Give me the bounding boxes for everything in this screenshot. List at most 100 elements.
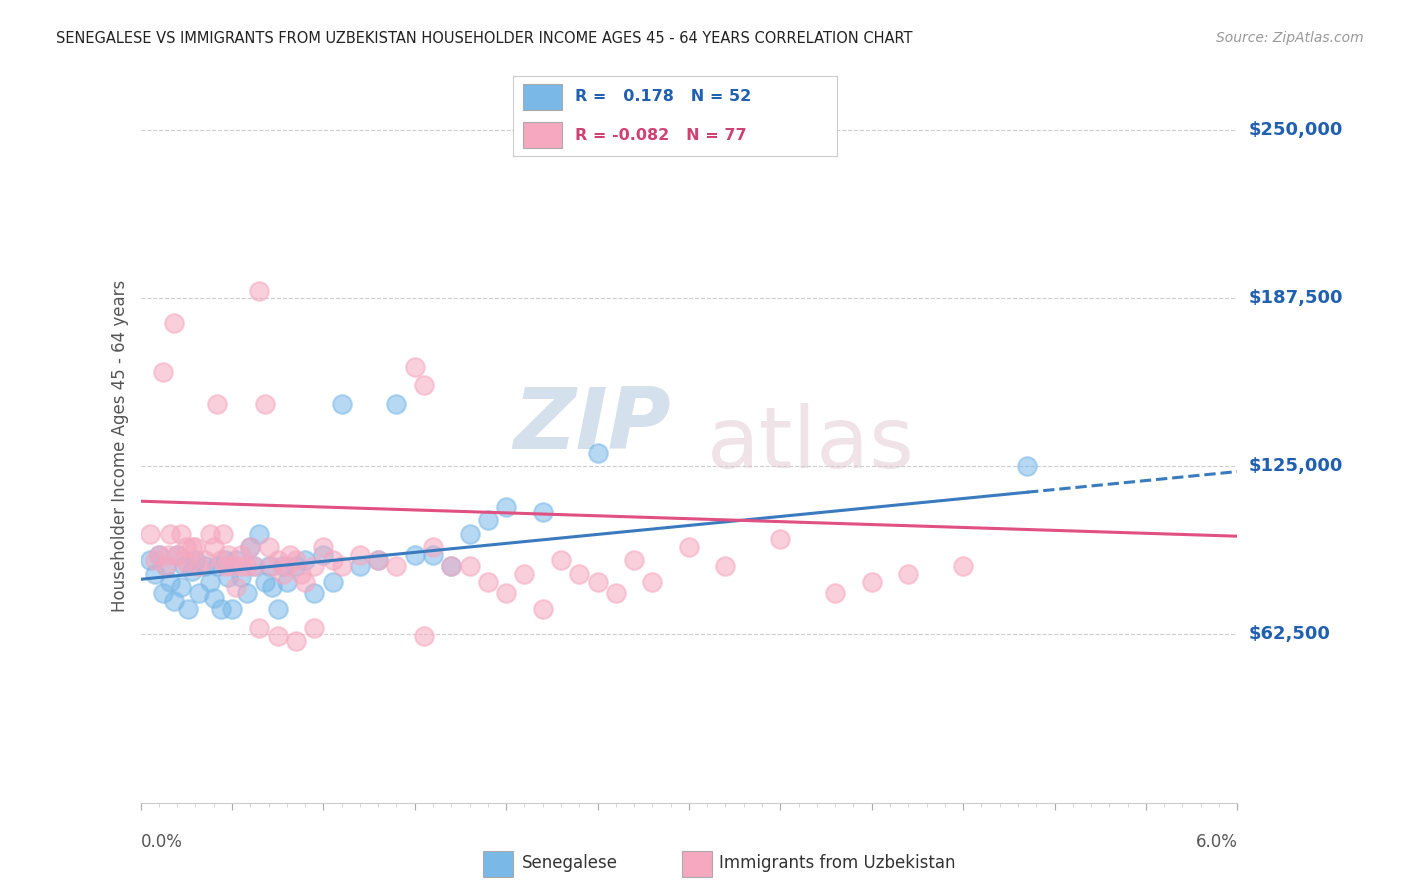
Point (477, 574, 499, 589)
Point (157, 548, 180, 562)
Point (170, 580, 193, 594)
Point (235, 586, 257, 600)
Point (143, 553, 166, 567)
Text: R =   0.178   N = 52: R = 0.178 N = 52 (575, 89, 751, 104)
Point (267, 602, 290, 616)
Point (180, 564, 202, 578)
Point (531, 602, 554, 616)
Point (180, 540, 202, 554)
Point (148, 548, 170, 562)
Point (209, 602, 232, 616)
FancyBboxPatch shape (523, 122, 561, 148)
Point (162, 594, 184, 608)
Point (267, 553, 290, 567)
Point (207, 397, 229, 411)
Y-axis label: Householder Income Ages 45 - 64 years: Householder Income Ages 45 - 64 years (111, 280, 129, 612)
Point (159, 526, 181, 541)
Point (257, 558, 280, 573)
Point (239, 540, 262, 554)
Point (170, 526, 193, 541)
Point (367, 553, 389, 567)
Point (174, 540, 197, 554)
Text: $250,000: $250,000 (1249, 120, 1343, 138)
Point (202, 540, 225, 554)
Point (330, 558, 353, 573)
Point (413, 629, 436, 643)
Point (184, 553, 207, 567)
Point (207, 558, 229, 573)
Point (349, 558, 371, 573)
Point (1015, 459, 1038, 474)
Point (952, 558, 974, 573)
Point (304, 586, 326, 600)
FancyBboxPatch shape (482, 851, 513, 877)
Point (897, 566, 920, 581)
Point (312, 548, 335, 562)
Point (217, 569, 239, 583)
Text: $125,000: $125,000 (1249, 458, 1343, 475)
Point (243, 558, 266, 573)
Point (243, 558, 266, 573)
Point (304, 621, 326, 635)
Text: 6.0%: 6.0% (1195, 833, 1237, 851)
Point (458, 526, 481, 541)
Point (162, 317, 184, 331)
Text: Senegalese: Senegalese (522, 854, 619, 872)
Point (231, 569, 253, 583)
Point (531, 505, 554, 519)
Point (678, 540, 700, 554)
Point (477, 513, 499, 527)
Point (495, 500, 517, 514)
Point (280, 548, 302, 562)
Point (385, 558, 408, 573)
Point (143, 566, 166, 581)
Point (413, 378, 436, 392)
Point (138, 526, 162, 541)
Text: 0.0%: 0.0% (141, 833, 183, 851)
Point (458, 558, 481, 573)
Point (824, 586, 846, 600)
Point (276, 574, 298, 589)
Point (294, 574, 316, 589)
Point (422, 540, 444, 554)
Point (225, 553, 247, 567)
Point (271, 566, 294, 581)
Point (202, 591, 225, 606)
Point (586, 574, 609, 589)
Text: ZIP: ZIP (513, 384, 671, 467)
Point (284, 558, 307, 573)
Point (152, 586, 174, 600)
FancyBboxPatch shape (682, 851, 713, 877)
Point (284, 634, 307, 648)
Point (138, 553, 162, 567)
Point (605, 586, 627, 600)
Point (231, 548, 253, 562)
Point (211, 526, 233, 541)
Point (586, 446, 609, 460)
Point (173, 558, 195, 573)
Point (217, 548, 239, 562)
Point (198, 574, 221, 589)
Point (198, 526, 221, 541)
Point (276, 558, 298, 573)
Point (349, 548, 371, 562)
Point (422, 548, 444, 562)
Point (155, 558, 177, 573)
Point (193, 558, 217, 573)
Point (568, 566, 591, 581)
Point (221, 558, 243, 573)
Point (239, 540, 262, 554)
Point (304, 558, 326, 573)
Point (321, 553, 344, 567)
Point (404, 548, 426, 562)
Point (159, 574, 181, 589)
Point (221, 602, 243, 616)
Point (284, 553, 307, 567)
Point (440, 558, 463, 573)
Point (714, 558, 737, 573)
Point (148, 548, 170, 562)
Point (271, 558, 294, 573)
Point (214, 558, 236, 573)
Point (177, 602, 200, 616)
Point (177, 558, 200, 573)
